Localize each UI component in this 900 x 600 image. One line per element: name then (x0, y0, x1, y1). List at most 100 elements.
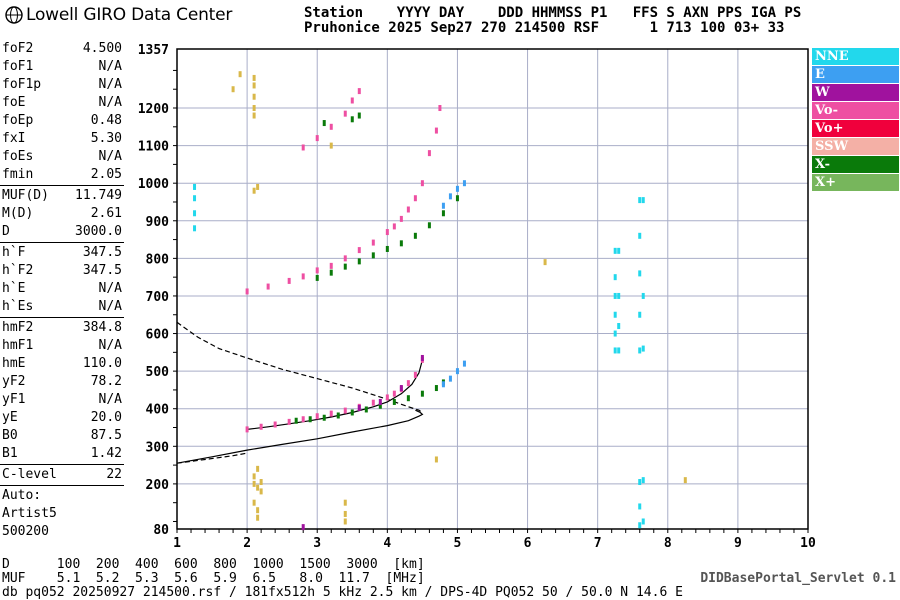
data-point (420, 354, 424, 361)
data-point (350, 97, 354, 104)
data-point (252, 473, 256, 480)
data-point (641, 345, 645, 352)
param-row: hmE 110.0 (0, 355, 126, 373)
data-point (420, 180, 424, 187)
data-point (448, 193, 452, 200)
param-value: N/A (98, 59, 122, 74)
data-point (294, 417, 298, 424)
data-point (641, 197, 645, 204)
data-point (301, 144, 305, 151)
data-point (329, 410, 333, 417)
data-point (448, 375, 452, 382)
data-point (378, 402, 382, 409)
data-point (245, 288, 249, 295)
param-key: foE (2, 95, 26, 110)
data-point (613, 292, 617, 299)
data-point (343, 499, 347, 506)
curve-real-height-dashed (176, 321, 423, 414)
data-point (617, 247, 621, 254)
data-point (392, 390, 396, 397)
data-point (434, 127, 438, 134)
distance-row: D 100 200 400 600 800 1000 1500 3000 [km… (2, 557, 425, 572)
data-point (273, 421, 277, 428)
separator (0, 242, 124, 243)
legend-item: Vo- (812, 102, 899, 119)
header-line-2: Pruhonice 2025 Sep27 270 214500 RSF 1 71… (304, 20, 785, 36)
data-point (613, 330, 617, 337)
param-key: h`F (2, 245, 26, 260)
separator (0, 464, 124, 465)
data-point (399, 240, 403, 247)
data-point (256, 183, 260, 190)
param-key: foF2 (2, 41, 34, 56)
y-tick-label: 1200 (138, 102, 169, 117)
x-tick-label: 1 (173, 536, 181, 551)
data-point (256, 514, 260, 521)
param-row: M(D) 2.61 (0, 205, 126, 223)
param-row: foE N/A (0, 94, 126, 112)
param-value: N/A (98, 95, 122, 110)
data-point (252, 187, 256, 194)
param-row: B1 1.42 (0, 445, 126, 463)
param-key: hmF2 (2, 320, 34, 335)
param-key: yE (2, 410, 18, 425)
data-point (617, 347, 621, 354)
data-point (343, 518, 347, 525)
data-point (613, 247, 617, 254)
curve-profile (247, 359, 423, 430)
data-point (683, 477, 687, 484)
param-row: MUF(D) 11.749 (0, 187, 126, 205)
lowell-giro-logo: Lowell GIRO Data Center (4, 3, 232, 27)
data-point (343, 110, 347, 117)
separator (0, 185, 124, 186)
data-point (343, 510, 347, 517)
file-info: db pq052 20250927 214500.rsf / 181fx512h… (2, 585, 683, 600)
param-value: 78.2 (90, 374, 122, 389)
param-row: foF1p N/A (0, 76, 126, 94)
param-key: yF2 (2, 374, 26, 389)
data-point (392, 398, 396, 405)
data-point (406, 206, 410, 213)
legend-item: X- (812, 156, 899, 173)
data-point (287, 418, 291, 425)
param-key: foEs (2, 149, 34, 164)
curve-real-height-dashed-low (176, 452, 248, 464)
y-tick-label: 400 (146, 403, 170, 418)
logo-text: Lowell GIRO Data Center (26, 5, 233, 25)
param-value: N/A (98, 281, 122, 296)
data-point (455, 195, 459, 202)
data-point (406, 395, 410, 402)
data-point (350, 116, 354, 123)
y-tick-label: 1100 (138, 140, 169, 155)
param-key: hmF1 (2, 338, 34, 353)
servlet-version: DIDBasePortal_Servlet 0.1 (700, 571, 896, 586)
legend-item: X+ (812, 174, 899, 191)
data-point (638, 522, 642, 529)
data-point (638, 232, 642, 239)
data-point (420, 390, 424, 397)
data-point (613, 347, 617, 354)
data-point (315, 274, 319, 281)
data-point (378, 398, 382, 405)
autoscale-artist: Artist5 (2, 506, 57, 521)
data-point (434, 385, 438, 392)
param-row: h`Es N/A (0, 298, 126, 316)
clevel-value: 22 (106, 467, 122, 482)
header-line-1: Station YYYY DAY DDD HHMMSS P1 FFS S AXN… (304, 5, 802, 21)
param-row: yF2 78.2 (0, 373, 126, 391)
muf-row: MUF 5.1 5.2 5.3 5.6 5.9 6.5 8.0 11.7 [MH… (2, 571, 425, 586)
param-row: hmF1 N/A (0, 337, 126, 355)
data-point (301, 416, 305, 423)
param-key: fxI (2, 131, 26, 146)
param-value: 347.5 (82, 245, 122, 260)
param-key: yF1 (2, 392, 26, 407)
param-key: hmE (2, 356, 26, 371)
data-point (252, 480, 256, 487)
param-key: foF1 (2, 59, 34, 74)
data-point (638, 197, 642, 204)
param-key: foF1p (2, 77, 42, 92)
data-point (256, 507, 260, 514)
clevel-key: C-level (2, 467, 57, 482)
data-point (259, 423, 263, 430)
data-point (462, 360, 466, 367)
